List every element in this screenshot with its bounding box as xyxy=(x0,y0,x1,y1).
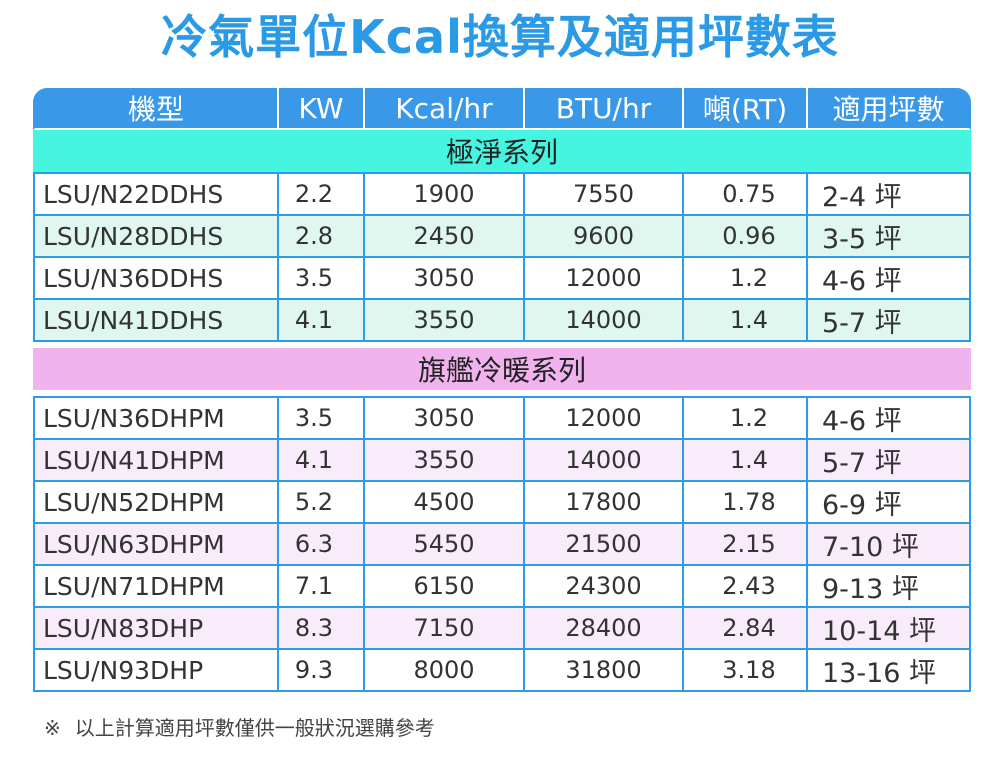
cell-btu: 17800 xyxy=(525,482,684,524)
cell-rt: 1.2 xyxy=(684,398,808,440)
cell-kw: 2.8 xyxy=(279,216,365,258)
table-row: LSU/N41DDHS 4.1 3550 14000 1.4 5-7 坪 xyxy=(33,300,971,342)
cell-kw: 3.5 xyxy=(279,258,365,300)
cell-rt: 0.96 xyxy=(684,216,808,258)
table-row: LSU/N63DHPM 6.3 5450 21500 2.15 7-10 坪 xyxy=(33,524,971,566)
page-title: 冷氣單位Kcal換算及適用坪數表 xyxy=(161,10,839,64)
section-title: 旗艦冷暖系列 xyxy=(33,348,971,390)
cell-btu: 21500 xyxy=(525,524,684,566)
spec-table: 機型 KW Kcal/hr BTU/hr 噸(RT) 適用坪數 極淨系列 LSU… xyxy=(33,88,971,692)
cell-rt: 2.15 xyxy=(684,524,808,566)
header-kw: KW xyxy=(279,88,365,130)
table-row: LSU/N93DHP 9.3 8000 31800 3.18 13-16 坪 xyxy=(33,650,971,692)
table-row: LSU/N52DHPM 5.2 4500 17800 1.78 6-9 坪 xyxy=(33,482,971,524)
table-row: LSU/N28DDHS 2.8 2450 9600 0.96 3-5 坪 xyxy=(33,216,971,258)
cell-rt: 1.78 xyxy=(684,482,808,524)
cell-kcal: 8000 xyxy=(365,650,525,692)
cell-area: 10-14 坪 xyxy=(808,608,971,650)
cell-area: 2-4 坪 xyxy=(808,174,971,216)
cell-kw: 4.1 xyxy=(279,300,365,342)
header-btu: BTU/hr xyxy=(525,88,684,130)
cell-btu: 24300 xyxy=(525,566,684,608)
cell-model: LSU/N52DHPM xyxy=(33,482,279,524)
cell-btu: 7550 xyxy=(525,174,684,216)
header-area: 適用坪數 xyxy=(808,88,971,130)
cell-btu: 14000 xyxy=(525,300,684,342)
cell-kcal: 3050 xyxy=(365,398,525,440)
cell-kcal: 6150 xyxy=(365,566,525,608)
cell-area: 5-7 坪 xyxy=(808,300,971,342)
cell-kcal: 3050 xyxy=(365,258,525,300)
cell-btu: 28400 xyxy=(525,608,684,650)
cell-kw: 9.3 xyxy=(279,650,365,692)
note-mark: ※ xyxy=(44,716,61,740)
cell-area: 9-13 坪 xyxy=(808,566,971,608)
section-rows: LSU/N36DHPM 3.5 3050 12000 1.2 4-6 坪 LSU/N41DH… xyxy=(33,396,971,692)
cell-model: LSU/N36DHPM xyxy=(33,398,279,440)
cell-kw: 5.2 xyxy=(279,482,365,524)
cell-rt: 1.4 xyxy=(684,300,808,342)
footnote: ※ 以上計算適用坪數僅供一般狀況選購參考 xyxy=(44,712,435,741)
cell-model: LSU/N63DHPM xyxy=(33,524,279,566)
cell-kw: 2.2 xyxy=(279,174,365,216)
cell-kw: 3.5 xyxy=(279,398,365,440)
table-row: LSU/N22DDHS 2.2 1900 7550 0.75 2-4 坪 xyxy=(33,174,971,216)
cell-area: 3-5 坪 xyxy=(808,216,971,258)
table-row: LSU/N36DHPM 3.5 3050 12000 1.2 4-6 坪 xyxy=(33,398,971,440)
cell-kw: 6.3 xyxy=(279,524,365,566)
cell-kcal: 1900 xyxy=(365,174,525,216)
section-title: 極淨系列 xyxy=(33,130,971,172)
header-rt: 噸(RT) xyxy=(684,88,808,130)
cell-model: LSU/N83DHP xyxy=(33,608,279,650)
cell-rt: 0.75 xyxy=(684,174,808,216)
cell-kw: 8.3 xyxy=(279,608,365,650)
table-row: LSU/N36DDHS 3.5 3050 12000 1.2 4-6 坪 xyxy=(33,258,971,300)
cell-model: LSU/N28DDHS xyxy=(33,216,279,258)
cell-kcal: 2450 xyxy=(365,216,525,258)
cell-rt: 2.84 xyxy=(684,608,808,650)
cell-kw: 4.1 xyxy=(279,440,365,482)
table-row: LSU/N71DHPM 7.1 6150 24300 2.43 9-13 坪 xyxy=(33,566,971,608)
cell-model: LSU/N93DHP xyxy=(33,650,279,692)
cell-model: LSU/N36DDHS xyxy=(33,258,279,300)
cell-model: LSU/N71DHPM xyxy=(33,566,279,608)
header-model: 機型 xyxy=(33,88,279,130)
cell-rt: 1.2 xyxy=(684,258,808,300)
cell-kcal: 5450 xyxy=(365,524,525,566)
cell-btu: 12000 xyxy=(525,398,684,440)
cell-area: 7-10 坪 xyxy=(808,524,971,566)
cell-area: 6-9 坪 xyxy=(808,482,971,524)
section-rows: LSU/N22DDHS 2.2 1900 7550 0.75 2-4 坪 LSU/N28DD… xyxy=(33,172,971,342)
cell-model: LSU/N41DHPM xyxy=(33,440,279,482)
header-kcal: Kcal/hr xyxy=(365,88,525,130)
cell-rt: 3.18 xyxy=(684,650,808,692)
cell-area: 5-7 坪 xyxy=(808,440,971,482)
cell-kw: 7.1 xyxy=(279,566,365,608)
table-header: 機型 KW Kcal/hr BTU/hr 噸(RT) 適用坪數 xyxy=(33,88,971,130)
cell-kcal: 7150 xyxy=(365,608,525,650)
cell-model: LSU/N22DDHS xyxy=(33,174,279,216)
cell-btu: 31800 xyxy=(525,650,684,692)
cell-area: 4-6 坪 xyxy=(808,398,971,440)
cell-kcal: 3550 xyxy=(365,300,525,342)
cell-area: 4-6 坪 xyxy=(808,258,971,300)
cell-rt: 1.4 xyxy=(684,440,808,482)
cell-btu: 9600 xyxy=(525,216,684,258)
cell-kcal: 4500 xyxy=(365,482,525,524)
table-row: LSU/N83DHP 8.3 7150 28400 2.84 10-14 坪 xyxy=(33,608,971,650)
cell-rt: 2.43 xyxy=(684,566,808,608)
note-text: 以上計算適用坪數僅供一般狀況選購參考 xyxy=(74,716,435,740)
cell-area: 13-16 坪 xyxy=(808,650,971,692)
cell-kcal: 3550 xyxy=(365,440,525,482)
cell-model: LSU/N41DDHS xyxy=(33,300,279,342)
cell-btu: 14000 xyxy=(525,440,684,482)
table-row: LSU/N41DHPM 4.1 3550 14000 1.4 5-7 坪 xyxy=(33,440,971,482)
cell-btu: 12000 xyxy=(525,258,684,300)
